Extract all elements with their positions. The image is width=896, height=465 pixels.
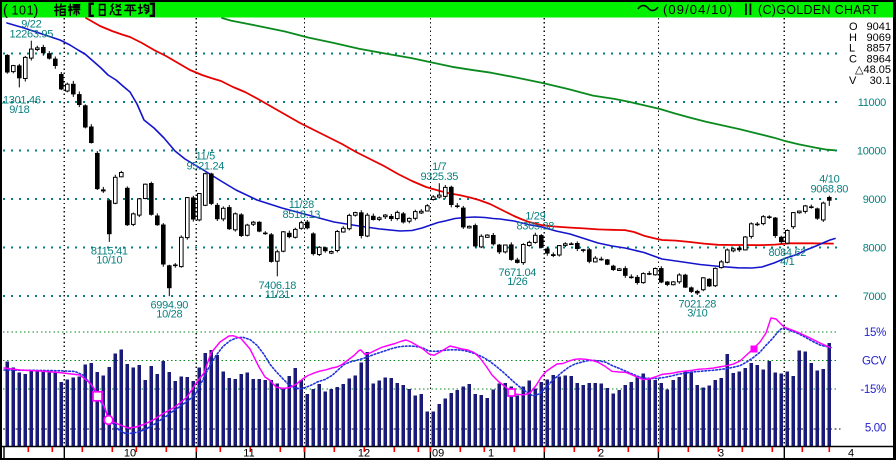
svg-text:10000: 10000	[857, 146, 886, 158]
svg-text:9325.35: 9325.35	[420, 171, 458, 183]
svg-text:8518.13: 8518.13	[282, 209, 320, 221]
svg-text:9/18: 9/18	[9, 104, 29, 116]
svg-text:11: 11	[243, 448, 254, 460]
svg-text:101: 101	[12, 4, 35, 18]
svg-text:10: 10	[124, 448, 136, 460]
svg-text:): )	[34, 3, 39, 19]
svg-text:7000: 7000	[863, 291, 886, 303]
svg-text:09: 09	[432, 448, 444, 460]
svg-text:-15%: -15%	[860, 384, 886, 396]
svg-text:10/28: 10/28	[156, 309, 182, 321]
svg-text:5.00: 5.00	[865, 423, 886, 435]
svg-text:4/1: 4/1	[780, 256, 795, 268]
svg-text:11000: 11000	[858, 97, 886, 109]
svg-text:11/21: 11/21	[265, 289, 290, 301]
svg-text:15%: 15%	[864, 327, 886, 339]
svg-text:9521.24: 9521.24	[186, 161, 224, 173]
svg-text:30.1: 30.1	[870, 75, 891, 87]
svg-text:9068.80: 9068.80	[810, 184, 848, 196]
svg-text:3: 3	[718, 448, 724, 460]
svg-text:8000: 8000	[863, 243, 886, 255]
svg-text:12263.95: 12263.95	[10, 29, 54, 41]
svg-text:1: 1	[488, 448, 494, 460]
svg-text:9000: 9000	[863, 194, 886, 206]
svg-text:(: (	[3, 3, 8, 19]
svg-text:(09/04/10): (09/04/10)	[663, 2, 733, 17]
svg-text:(C)GOLDEN CHART: (C)GOLDEN CHART	[758, 3, 879, 17]
svg-text:3/10: 3/10	[687, 308, 707, 320]
svg-text:4: 4	[848, 448, 854, 460]
svg-text:1/26: 1/26	[507, 276, 527, 288]
svg-text:V: V	[849, 75, 857, 87]
svg-text:10/10: 10/10	[96, 254, 122, 266]
svg-text:GCV: GCV	[862, 356, 887, 368]
svg-text:2: 2	[598, 448, 604, 460]
svg-text:12: 12	[358, 448, 370, 460]
svg-text:8305.38: 8305.38	[516, 221, 554, 233]
